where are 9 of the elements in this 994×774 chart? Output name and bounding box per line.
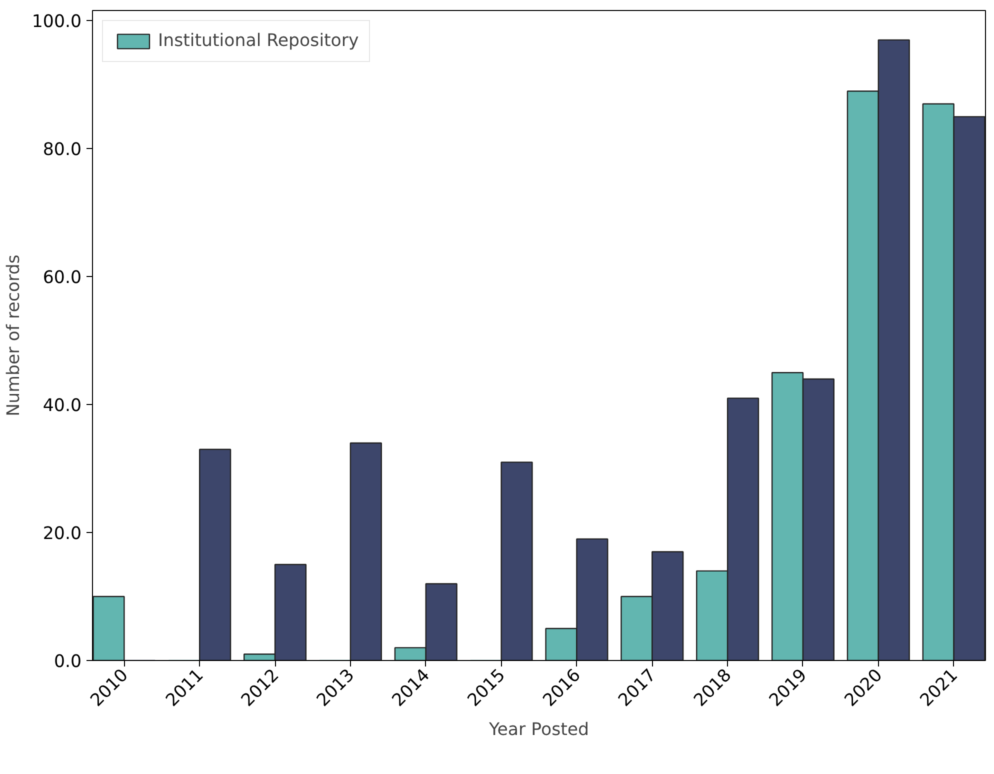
y-axis-title: Number of records: [4, 254, 24, 416]
legend-label: Institutional Repository: [158, 31, 359, 51]
y-tick-label: 100.0: [32, 12, 82, 32]
y-tick-label: 60.0: [42, 268, 82, 288]
y-tick-label: 80.0: [42, 140, 82, 160]
y-tick-label: 20.0: [42, 524, 82, 544]
x-axis-title: Year Posted: [488, 720, 590, 740]
y-tick-label: 0.0: [54, 652, 82, 672]
y-tick-label: 40.0: [42, 396, 82, 416]
